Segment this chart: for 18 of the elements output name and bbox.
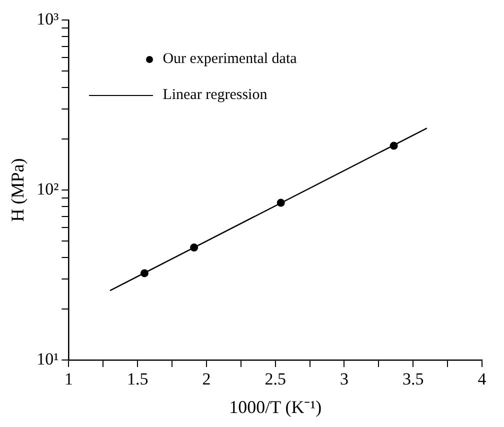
x-tick-label: 4 bbox=[478, 370, 487, 389]
x-tick-label: 2 bbox=[202, 370, 211, 389]
x-axis-title: 1000/T (K⁻¹) bbox=[229, 396, 322, 417]
y-tick-label: 10³ bbox=[36, 9, 59, 28]
legend-label: Linear regression bbox=[162, 86, 268, 104]
x-tick-label: 1.5 bbox=[126, 370, 148, 389]
point bbox=[190, 243, 198, 252]
y-axis-title: H (MPa) bbox=[8, 158, 28, 222]
x-tick-label: 3.5 bbox=[402, 370, 424, 389]
y-tick-label: 10² bbox=[36, 179, 59, 198]
x-tick-label: 3 bbox=[340, 370, 348, 389]
legend-label: Our experimental data bbox=[162, 50, 297, 68]
x-tick-label: 1 bbox=[64, 370, 73, 389]
point bbox=[276, 198, 285, 207]
x-tick-label: 2.5 bbox=[264, 370, 286, 389]
point bbox=[140, 269, 148, 278]
point bbox=[390, 142, 398, 150]
y-tick-label: 10¹ bbox=[36, 349, 59, 368]
